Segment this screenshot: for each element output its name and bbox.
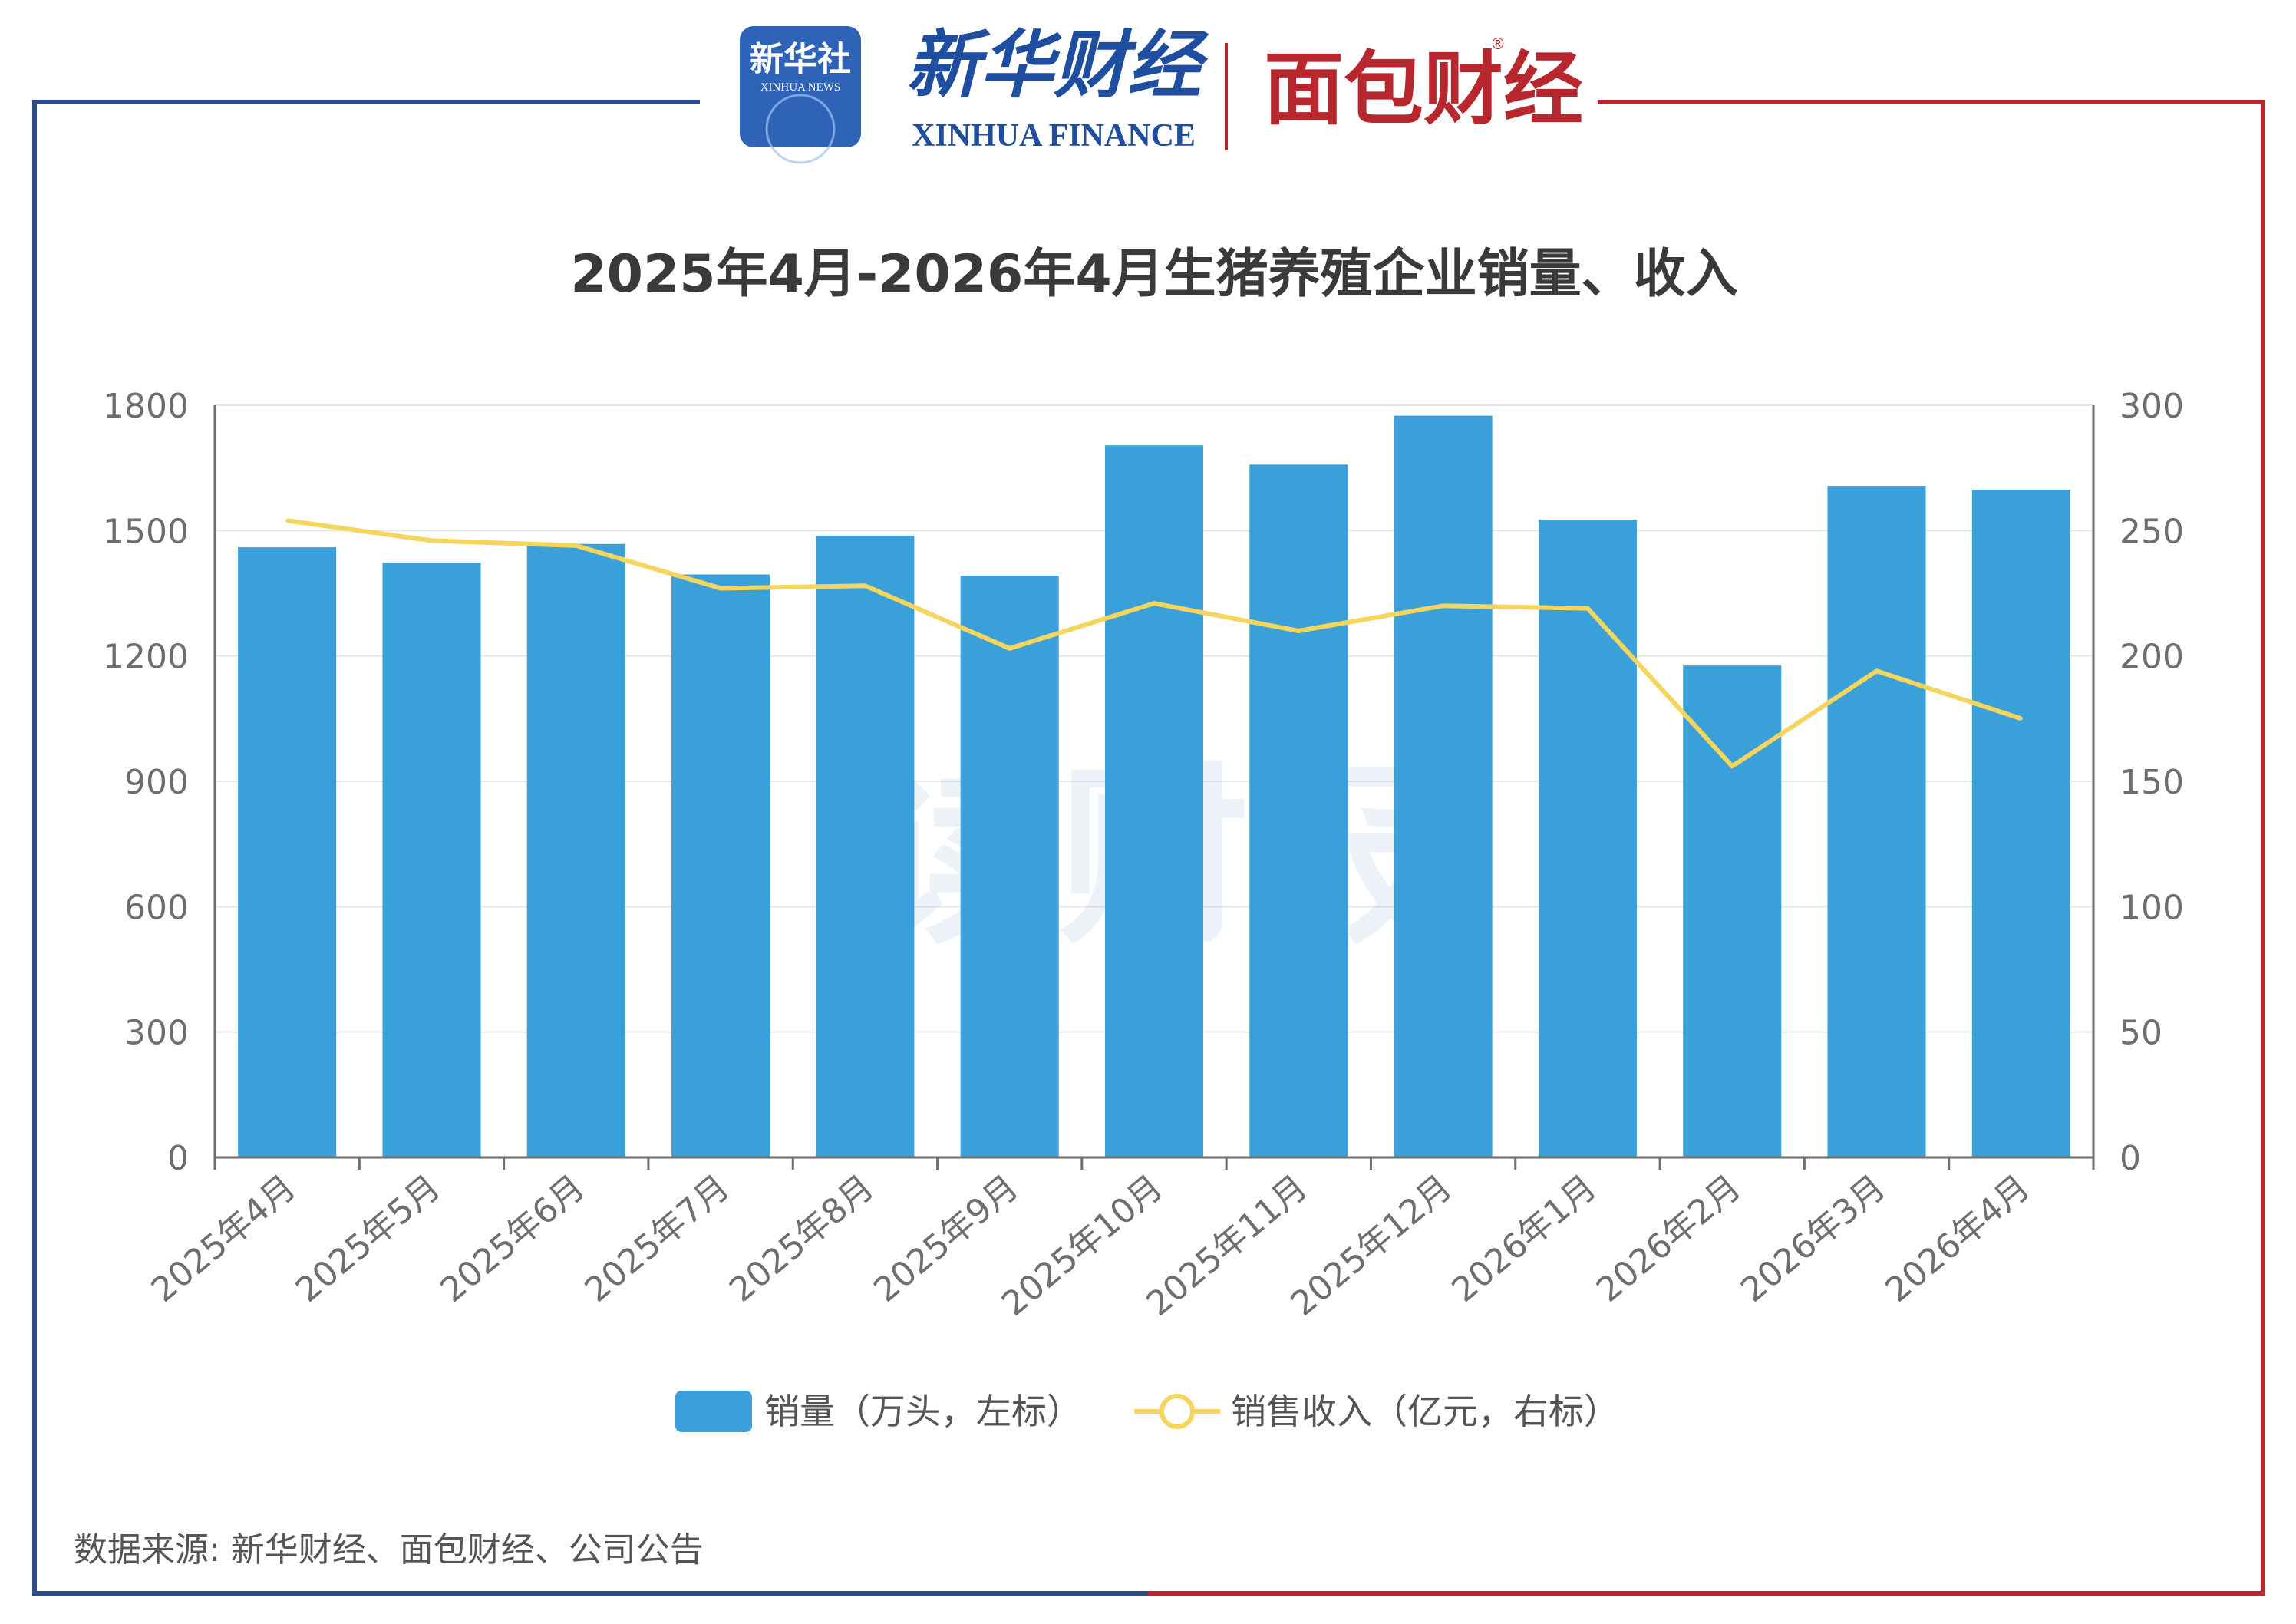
bar-series [238, 415, 2070, 1157]
y-right-tick-label: 150 [2120, 763, 2184, 802]
logo-mianbao: 面包财经 [1264, 42, 1583, 136]
y-left-tick-label: 600 [124, 888, 189, 927]
x-tick-label: 2026年1月 [1445, 1167, 1604, 1310]
revenue-point [1008, 646, 1011, 650]
revenue-point [285, 519, 289, 523]
y-right-tick-label: 100 [2120, 888, 2184, 927]
x-tick-label: 2025年5月 [289, 1167, 447, 1310]
x-tick-label: 2026年4月 [1878, 1167, 2037, 1310]
chart-title: 2025年4月-2026年4月生猪养殖企业销量、收入 [570, 244, 1737, 305]
revenue-point [1875, 669, 1879, 673]
frame [32, 100, 2265, 1596]
source-note: 数据来源: 新华财经、面包财经、公司公告 [74, 1530, 704, 1570]
y-right-tick-label: 50 [2120, 1014, 2162, 1053]
x-tick-label: 2025年6月 [433, 1167, 592, 1310]
bar [671, 574, 770, 1157]
legend-line-label: 销售收入（亿元，右标） [1231, 1391, 1619, 1432]
bar [382, 563, 481, 1157]
globe-icon [765, 94, 836, 164]
bar [1827, 486, 1926, 1157]
revenue-point [863, 584, 867, 588]
x-tick-label: 2025年12月 [1284, 1167, 1460, 1324]
legend-bar-label: 销量（万头，左标） [764, 1391, 1082, 1432]
revenue-point [2019, 717, 2023, 721]
y-left-tick-label: 900 [124, 763, 189, 802]
revenue-point [1441, 604, 1445, 608]
registered-mark: ® [1490, 35, 1506, 53]
bar [1971, 489, 2070, 1157]
y-right-tick-label: 200 [2120, 638, 2184, 677]
header-logos: 新华社 XINHUA NEWS 新华财经 XINHUA FINANCE 面包财经… [740, 21, 1583, 164]
logo-finance-cn: 新华财经 [906, 21, 1209, 108]
logo-xinhua-cn: 新华社 [750, 40, 851, 79]
revenue-point [1153, 602, 1156, 606]
logo-finance-en: XINHUA FINANCE [912, 118, 1196, 153]
bar [1394, 415, 1493, 1157]
legend-line-marker [1160, 1394, 1195, 1429]
bar [1104, 445, 1204, 1157]
bar [1538, 520, 1637, 1157]
revenue-point [430, 539, 434, 543]
x-tick-label: 2026年3月 [1734, 1167, 1892, 1310]
y-right-tick-label: 300 [2120, 387, 2184, 426]
bar [238, 547, 337, 1157]
revenue-point [1585, 606, 1589, 610]
xinhua-news-logo [740, 26, 861, 147]
y-right-tick-label: 0 [2120, 1139, 2141, 1178]
bar [526, 543, 625, 1157]
bar [960, 576, 1059, 1157]
y-left-tick-label: 300 [124, 1014, 189, 1053]
bar [1683, 665, 1782, 1157]
y-left-tick-label: 1800 [103, 387, 189, 426]
axes [213, 405, 2095, 1170]
revenue-point [719, 586, 723, 590]
x-tick-label: 2026年2月 [1589, 1167, 1748, 1310]
revenue-point [1297, 629, 1301, 632]
x-tick-label: 2025年8月 [722, 1167, 881, 1310]
y-right-tick-label: 250 [2120, 512, 2184, 551]
bar [816, 535, 915, 1157]
revenue-point [1730, 764, 1734, 768]
legend-bar-swatch [675, 1391, 752, 1432]
logo-xinhua-en: XINHUA NEWS [760, 81, 841, 94]
y-left-tick-label: 0 [167, 1139, 189, 1178]
line-series [285, 518, 2023, 769]
x-tick-label: 2025年4月 [144, 1167, 303, 1310]
y-left-tick-label: 1200 [103, 638, 189, 677]
bar [1249, 464, 1348, 1157]
y-left-tick-label: 1500 [103, 512, 189, 551]
y-axis-right-ticks: 0 50 100 150 200 250 300 [2120, 387, 2184, 1178]
y-axis-left-ticks: 0 300 600 900 1200 1500 1800 [103, 387, 189, 1178]
revenue-point [574, 543, 578, 547]
legend: 销量（万头，左标） 销售收入（亿元，右标） [675, 1391, 1619, 1432]
x-tick-label: 2025年7月 [578, 1167, 737, 1310]
